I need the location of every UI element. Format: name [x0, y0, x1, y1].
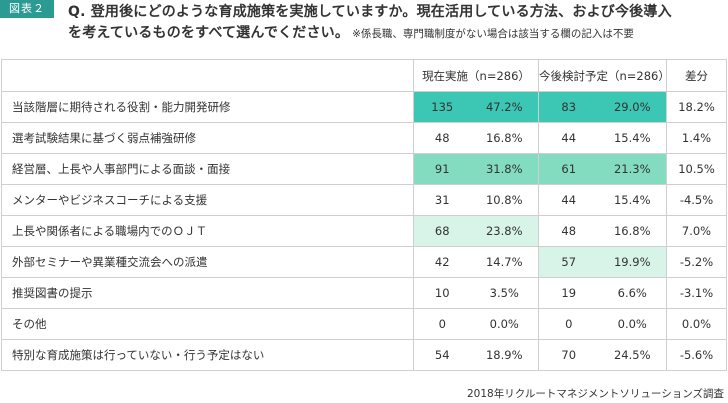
current-count: 31 — [413, 184, 471, 216]
diff-value: -5.6% — [666, 339, 727, 371]
planned-percent: 0.0% — [598, 308, 667, 340]
table-row: 特別な育成施策は行っていない・行う予定はない 54 18.9% 70 24.5%… — [1, 339, 727, 371]
planned-percent: 24.5% — [598, 339, 667, 371]
planned-percent: 21.3% — [598, 153, 667, 185]
planned-percent: 29.0% — [598, 91, 667, 123]
current-count: 0 — [413, 308, 471, 340]
source-note: 2018年リクルートマネジメントソリューションズ調査 — [467, 388, 724, 400]
row-label: 外部セミナーや異業種交流会への派遣 — [1, 246, 414, 278]
planned-percent: 19.9% — [598, 246, 667, 278]
row-label: その他 — [1, 308, 414, 340]
planned-count: 44 — [538, 184, 599, 216]
planned-count: 57 — [538, 246, 599, 278]
planned-percent: 15.4% — [598, 122, 667, 154]
planned-count: 48 — [538, 215, 599, 247]
planned-count: 0 — [538, 308, 599, 340]
current-percent: 47.2% — [470, 91, 539, 123]
current-percent: 16.8% — [470, 122, 539, 154]
header-current: 現在実施（n=286） — [413, 59, 539, 92]
table-row: その他 0 0.0% 0 0.0% 0.0% — [1, 308, 727, 340]
row-label: 選考試験結果に基づく弱点補強研修 — [1, 122, 414, 154]
question-line-1: Q. 登用後にどのような育成施策を実施していますか。現在活用している方法、および… — [68, 4, 672, 20]
table-row: 上長や関係者による職場内でのＯＪＴ 68 23.8% 48 16.8% 7.0% — [1, 215, 727, 247]
current-count: 91 — [413, 153, 471, 185]
current-percent: 3.5% — [470, 277, 539, 309]
current-percent: 18.9% — [470, 339, 539, 371]
current-count: 10 — [413, 277, 471, 309]
table-header-row: 現在実施（n=286） 今後検討予定（n=286） 差分 — [1, 59, 727, 92]
current-count: 54 — [413, 339, 471, 371]
row-label: 上長や関係者による職場内でのＯＪＴ — [1, 215, 414, 247]
question-line-2: を考えているものをすべて選んでください。 ※係長職、専門職制度がない場合は該当する… — [68, 22, 634, 42]
table-row: 外部セミナーや異業種交流会への派遣 42 14.7% 57 19.9% -5.2… — [1, 246, 727, 278]
planned-percent: 6.6% — [598, 277, 667, 309]
planned-count: 70 — [538, 339, 599, 371]
current-count: 48 — [413, 122, 471, 154]
figure-header: 図表２ Q. 登用後にどのような育成施策を実施していますか。現在活用している方法… — [0, 0, 728, 50]
table-row: 経営層、上長や人事部門による面談・面接 91 31.8% 61 21.3% 10… — [1, 153, 727, 185]
planned-count: 61 — [538, 153, 599, 185]
current-percent: 31.8% — [470, 153, 539, 185]
current-count: 42 — [413, 246, 471, 278]
table-row: メンターやビジネスコーチによる支援 31 10.8% 44 15.4% -4.5… — [1, 184, 727, 216]
diff-value: -4.5% — [666, 184, 727, 216]
diff-value: 0.0% — [666, 308, 727, 340]
planned-count: 83 — [538, 91, 599, 123]
table-row: 推奨図書の提示 10 3.5% 19 6.6% -3.1% — [1, 277, 727, 309]
current-percent: 0.0% — [470, 308, 539, 340]
row-label: 特別な育成施策は行っていない・行う予定はない — [1, 339, 414, 371]
table-row: 選考試験結果に基づく弱点補強研修 48 16.8% 44 15.4% 1.4% — [1, 122, 727, 154]
diff-value: 7.0% — [666, 215, 727, 247]
diff-value: -5.2% — [666, 246, 727, 278]
planned-count: 44 — [538, 122, 599, 154]
question-line-2-text: を考えているものをすべて選んでください。 — [68, 25, 350, 41]
row-label: メンターやビジネスコーチによる支援 — [1, 184, 414, 216]
table-row: 当該階層に期待される役割・能力開発研修 135 47.2% 83 29.0% 1… — [1, 91, 727, 123]
question-note: ※係長職、専門職制度がない場合は該当する欄の記入は不要 — [352, 28, 634, 40]
header-planned: 今後検討予定（n=286） — [538, 59, 670, 92]
diff-value: 10.5% — [666, 153, 727, 185]
current-percent: 10.8% — [470, 184, 539, 216]
row-label: 当該階層に期待される役割・能力開発研修 — [1, 91, 414, 123]
survey-table: 現在実施（n=286） 今後検討予定（n=286） 差分 当該階層に期待される役… — [1, 59, 727, 371]
current-count: 68 — [413, 215, 471, 247]
header-blank-cell — [1, 59, 414, 92]
figure-badge: 図表２ — [0, 0, 54, 18]
planned-count: 19 — [538, 277, 599, 309]
row-label: 経営層、上長や人事部門による面談・面接 — [1, 153, 414, 185]
planned-percent: 16.8% — [598, 215, 667, 247]
current-count: 135 — [413, 91, 471, 123]
diff-value: 1.4% — [666, 122, 727, 154]
diff-value: -3.1% — [666, 277, 727, 309]
diff-value: 18.2% — [666, 91, 727, 123]
row-label: 推奨図書の提示 — [1, 277, 414, 309]
planned-percent: 15.4% — [598, 184, 667, 216]
current-percent: 14.7% — [470, 246, 539, 278]
header-diff: 差分 — [666, 59, 727, 92]
current-percent: 23.8% — [470, 215, 539, 247]
